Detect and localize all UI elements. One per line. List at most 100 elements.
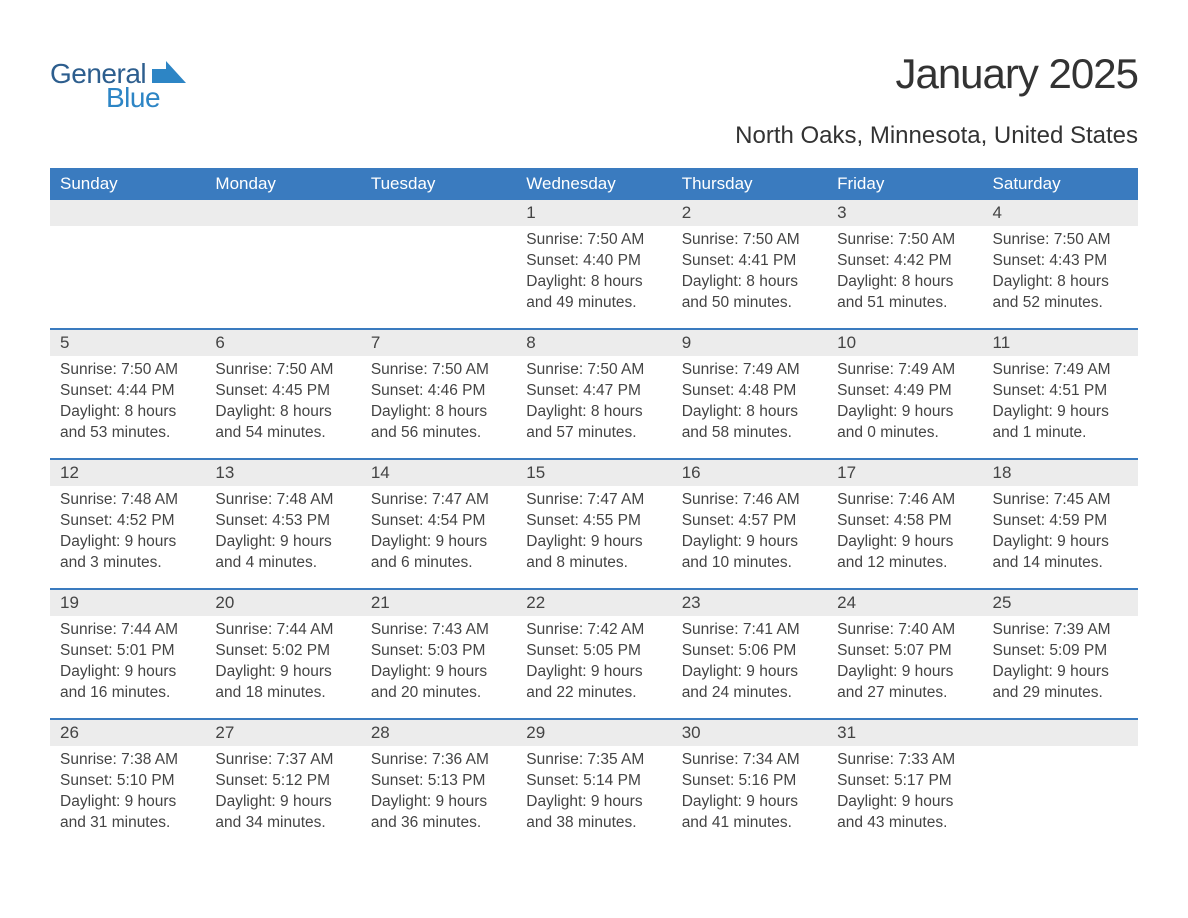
day-cell: 13Sunrise: 7:48 AMSunset: 4:53 PMDayligh… [205, 460, 360, 588]
day-number: 25 [983, 590, 1138, 616]
day-sunrise: Sunrise: 7:49 AM [837, 360, 972, 381]
day-number: 31 [827, 720, 982, 746]
day-cell: 28Sunrise: 7:36 AMSunset: 5:13 PMDayligh… [361, 720, 516, 848]
day-daylight2: and 52 minutes. [993, 293, 1128, 314]
day-daylight2: and 0 minutes. [837, 423, 972, 444]
day-daylight2: and 41 minutes. [682, 813, 817, 834]
day-sunrise: Sunrise: 7:34 AM [682, 750, 817, 771]
day-number: 20 [205, 590, 360, 616]
day-number: 2 [672, 200, 827, 226]
day-daylight2: and 38 minutes. [526, 813, 661, 834]
day-daylight2: and 58 minutes. [682, 423, 817, 444]
day-cell: 5Sunrise: 7:50 AMSunset: 4:44 PMDaylight… [50, 330, 205, 458]
day-sunrise: Sunrise: 7:50 AM [993, 230, 1128, 251]
day-cell: 22Sunrise: 7:42 AMSunset: 5:05 PMDayligh… [516, 590, 671, 718]
day-cell: 17Sunrise: 7:46 AMSunset: 4:58 PMDayligh… [827, 460, 982, 588]
day-sunset: Sunset: 5:17 PM [837, 771, 972, 792]
day-daylight1: Daylight: 8 hours [682, 402, 817, 423]
day-content: Sunrise: 7:44 AMSunset: 5:02 PMDaylight:… [205, 616, 360, 708]
day-cell: 12Sunrise: 7:48 AMSunset: 4:52 PMDayligh… [50, 460, 205, 588]
day-cell: 18Sunrise: 7:45 AMSunset: 4:59 PMDayligh… [983, 460, 1138, 588]
day-sunset: Sunset: 5:09 PM [993, 641, 1128, 662]
day-cell: 21Sunrise: 7:43 AMSunset: 5:03 PMDayligh… [361, 590, 516, 718]
day-sunrise: Sunrise: 7:43 AM [371, 620, 506, 641]
day-sunset: Sunset: 5:01 PM [60, 641, 195, 662]
day-daylight2: and 56 minutes. [371, 423, 506, 444]
day-sunset: Sunset: 4:44 PM [60, 381, 195, 402]
day-cell: 23Sunrise: 7:41 AMSunset: 5:06 PMDayligh… [672, 590, 827, 718]
day-content [50, 226, 205, 234]
day-number: 8 [516, 330, 671, 356]
week-row: 12Sunrise: 7:48 AMSunset: 4:52 PMDayligh… [50, 458, 1138, 588]
day-cell: 3Sunrise: 7:50 AMSunset: 4:42 PMDaylight… [827, 200, 982, 328]
day-header: Saturday [983, 168, 1138, 200]
day-sunset: Sunset: 5:14 PM [526, 771, 661, 792]
day-daylight1: Daylight: 9 hours [837, 662, 972, 683]
day-sunrise: Sunrise: 7:47 AM [526, 490, 661, 511]
day-cell: 0 [50, 200, 205, 328]
day-daylight2: and 8 minutes. [526, 553, 661, 574]
week-row: 19Sunrise: 7:44 AMSunset: 5:01 PMDayligh… [50, 588, 1138, 718]
day-content: Sunrise: 7:50 AMSunset: 4:43 PMDaylight:… [983, 226, 1138, 318]
day-daylight1: Daylight: 8 hours [526, 402, 661, 423]
day-daylight2: and 1 minute. [993, 423, 1128, 444]
day-sunset: Sunset: 4:58 PM [837, 511, 972, 532]
flag-shape [152, 61, 186, 83]
day-number: 0 [205, 200, 360, 226]
day-sunset: Sunset: 4:45 PM [215, 381, 350, 402]
day-cell: 6Sunrise: 7:50 AMSunset: 4:45 PMDaylight… [205, 330, 360, 458]
day-cell: 24Sunrise: 7:40 AMSunset: 5:07 PMDayligh… [827, 590, 982, 718]
day-sunset: Sunset: 4:55 PM [526, 511, 661, 532]
day-sunset: Sunset: 5:02 PM [215, 641, 350, 662]
day-sunrise: Sunrise: 7:50 AM [526, 360, 661, 381]
day-daylight1: Daylight: 9 hours [526, 532, 661, 553]
day-daylight2: and 14 minutes. [993, 553, 1128, 574]
day-content: Sunrise: 7:48 AMSunset: 4:52 PMDaylight:… [50, 486, 205, 578]
day-sunrise: Sunrise: 7:40 AM [837, 620, 972, 641]
day-daylight2: and 20 minutes. [371, 683, 506, 704]
day-sunset: Sunset: 4:40 PM [526, 251, 661, 272]
day-header-row: SundayMondayTuesdayWednesdayThursdayFrid… [50, 168, 1138, 200]
day-number: 19 [50, 590, 205, 616]
day-content: Sunrise: 7:50 AMSunset: 4:42 PMDaylight:… [827, 226, 982, 318]
day-sunrise: Sunrise: 7:42 AM [526, 620, 661, 641]
day-sunrise: Sunrise: 7:44 AM [215, 620, 350, 641]
page-title: January 2025 [895, 50, 1138, 98]
day-number: 0 [50, 200, 205, 226]
day-sunset: Sunset: 4:54 PM [371, 511, 506, 532]
day-content: Sunrise: 7:41 AMSunset: 5:06 PMDaylight:… [672, 616, 827, 708]
day-number: 23 [672, 590, 827, 616]
day-sunrise: Sunrise: 7:36 AM [371, 750, 506, 771]
day-sunrise: Sunrise: 7:48 AM [215, 490, 350, 511]
logo: General Blue [50, 50, 186, 114]
day-cell: 7Sunrise: 7:50 AMSunset: 4:46 PMDaylight… [361, 330, 516, 458]
day-daylight2: and 4 minutes. [215, 553, 350, 574]
day-number: 9 [672, 330, 827, 356]
day-cell: 9Sunrise: 7:49 AMSunset: 4:48 PMDaylight… [672, 330, 827, 458]
day-daylight1: Daylight: 9 hours [60, 792, 195, 813]
day-content: Sunrise: 7:45 AMSunset: 4:59 PMDaylight:… [983, 486, 1138, 578]
day-content [361, 226, 516, 234]
day-daylight2: and 49 minutes. [526, 293, 661, 314]
day-sunset: Sunset: 5:06 PM [682, 641, 817, 662]
day-daylight2: and 54 minutes. [215, 423, 350, 444]
day-daylight1: Daylight: 9 hours [60, 532, 195, 553]
day-cell: 16Sunrise: 7:46 AMSunset: 4:57 PMDayligh… [672, 460, 827, 588]
day-daylight2: and 50 minutes. [682, 293, 817, 314]
day-sunrise: Sunrise: 7:37 AM [215, 750, 350, 771]
day-content: Sunrise: 7:48 AMSunset: 4:53 PMDaylight:… [205, 486, 360, 578]
day-daylight1: Daylight: 9 hours [993, 402, 1128, 423]
day-daylight1: Daylight: 9 hours [837, 792, 972, 813]
day-cell: 8Sunrise: 7:50 AMSunset: 4:47 PMDaylight… [516, 330, 671, 458]
day-content [983, 746, 1138, 754]
day-sunrise: Sunrise: 7:39 AM [993, 620, 1128, 641]
day-daylight1: Daylight: 9 hours [60, 662, 195, 683]
day-sunrise: Sunrise: 7:48 AM [60, 490, 195, 511]
day-daylight2: and 10 minutes. [682, 553, 817, 574]
day-sunset: Sunset: 4:42 PM [837, 251, 972, 272]
day-sunrise: Sunrise: 7:41 AM [682, 620, 817, 641]
day-sunrise: Sunrise: 7:38 AM [60, 750, 195, 771]
day-sunrise: Sunrise: 7:44 AM [60, 620, 195, 641]
day-content: Sunrise: 7:39 AMSunset: 5:09 PMDaylight:… [983, 616, 1138, 708]
day-sunrise: Sunrise: 7:47 AM [371, 490, 506, 511]
